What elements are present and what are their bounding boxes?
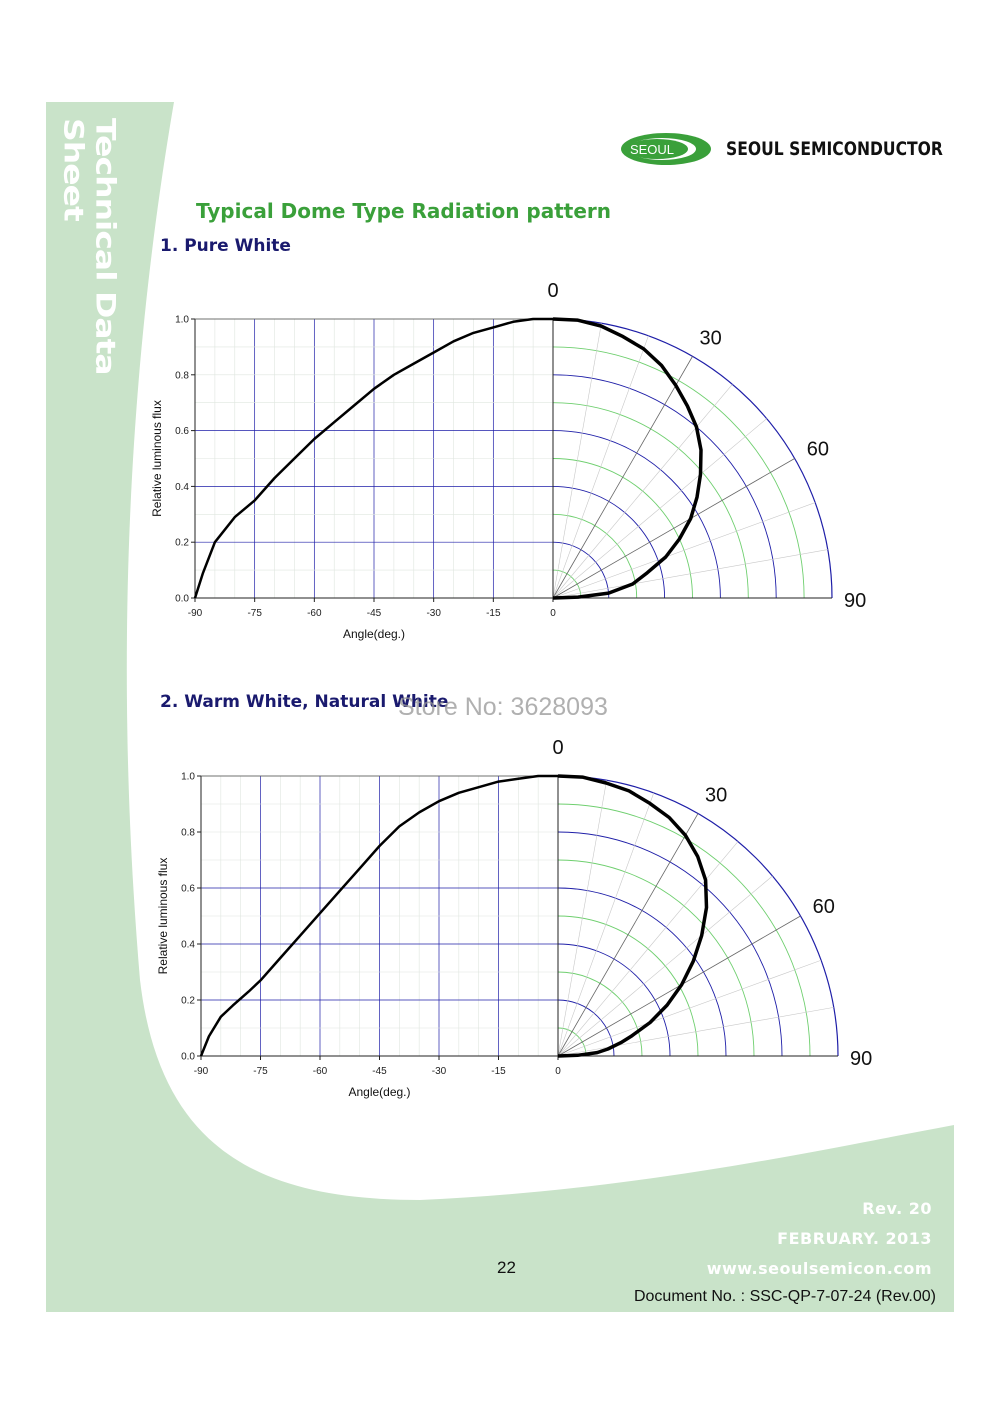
polar-spoke [557,1007,834,1057]
polar-ring [557,887,727,1057]
polar-ring [552,402,749,599]
x-tick-label: 0 [555,1066,561,1077]
x-tick-label: -90 [194,1066,209,1077]
polar-spoke [557,792,655,1057]
x-axis-label: Angle(deg.) [343,627,405,641]
y-tick-label: 1.0 [181,772,195,783]
polar-angle-label: 90 [850,1048,872,1070]
polar-ring [557,803,811,1057]
footer-date: FEBRUARY. 2013 [777,1229,932,1248]
company-name: SEOUL SEMICONDUCTOR [726,138,943,160]
polar-ring [552,458,693,599]
polar-spoke [557,813,699,1057]
page-number: 22 [497,1258,516,1277]
polar-ring [552,569,582,599]
x-axis-label: Angle(deg.) [348,1085,410,1099]
y-tick-label: 0.2 [175,538,189,549]
page-title: Typical Dome Type Radiation pattern [196,199,612,223]
sidebar-title: Technical Data Sheet [58,118,122,375]
y-tick-label: 0.2 [181,996,195,1007]
document-number: Document No. : SSC-QP-7-07-24 (Rev.00) [633,1288,936,1305]
polar-ring [557,1027,587,1057]
polar-angle-label: 0 [552,737,563,759]
polar-spoke [557,875,773,1057]
y-axis-label: Relative luminous flux [150,400,164,517]
polar-spoke [552,418,767,599]
polar-spoke [552,384,733,599]
polar-ring [557,943,671,1057]
polar-angle-label: 30 [705,784,727,806]
polar-ring [557,831,783,1057]
polar-ring [552,374,777,599]
polar-ring [552,541,610,599]
y-tick-label: 0.8 [175,370,189,381]
polar-angle-label: 60 [807,439,829,461]
x-tick-label: -45 [367,608,382,619]
polar-ring [552,318,833,599]
polar-spoke [557,780,607,1057]
polar-spoke [557,959,822,1057]
polar-ring [552,430,721,599]
y-tick-label: 0.6 [181,884,195,895]
y-tick-label: 0.4 [181,940,195,951]
polar-spoke [552,549,828,599]
x-tick-label: 0 [550,608,556,619]
polar-ring [552,485,666,599]
x-tick-label: -30 [426,608,441,619]
x-tick-label: -45 [372,1066,387,1077]
flux-curve [199,774,558,1057]
polar-ring [557,859,755,1057]
footer-website: www.seoulsemicon.com [706,1259,932,1278]
x-tick-label: -60 [307,608,322,619]
y-tick-label: 0.4 [175,482,189,493]
x-tick-label: -15 [491,1066,506,1077]
polar-angle-label: 30 [700,327,722,349]
y-axis-label: Relative luminous flux [156,858,170,975]
polar-ring [552,346,805,599]
polar-spoke [552,502,816,599]
polar-ring [557,775,839,1057]
polar-angle-label: 0 [547,280,558,302]
x-tick-label: -60 [313,1066,328,1077]
polar-spoke [557,841,739,1057]
polar-flux-curve [557,774,709,1058]
logo-text: SEOUL [630,142,674,157]
polar-angle-label: 90 [844,590,866,612]
x-tick-label: -75 [253,1066,268,1077]
y-tick-label: 0.8 [181,828,195,839]
x-tick-label: -30 [432,1066,447,1077]
polar-flux-curve [552,317,703,600]
polar-ring [557,971,643,1057]
y-tick-label: 1.0 [175,315,189,326]
section-title-warm-white: 2. Warm White, Natural White [160,692,449,712]
y-tick-label: 0.0 [175,594,189,605]
footer-revision: Rev. 20 [862,1199,932,1218]
x-tick-label: -15 [486,608,501,619]
polar-spoke [552,335,649,599]
x-tick-label: -75 [247,608,262,619]
polar-ring [557,915,699,1057]
polar-spoke [552,356,693,599]
x-tick-label: -90 [188,608,203,619]
polar-angle-label: 60 [813,896,835,918]
y-tick-label: 0.0 [181,1052,195,1063]
y-tick-label: 0.6 [175,426,189,437]
polar-spoke [552,458,795,599]
polar-spoke [552,323,602,599]
section-title-pure-white: 1. Pure White [160,236,291,256]
flux-curve [193,317,553,599]
store-watermark: Store No: 3628093 [398,693,608,721]
seoul-logo: SEOUL [621,133,711,165]
